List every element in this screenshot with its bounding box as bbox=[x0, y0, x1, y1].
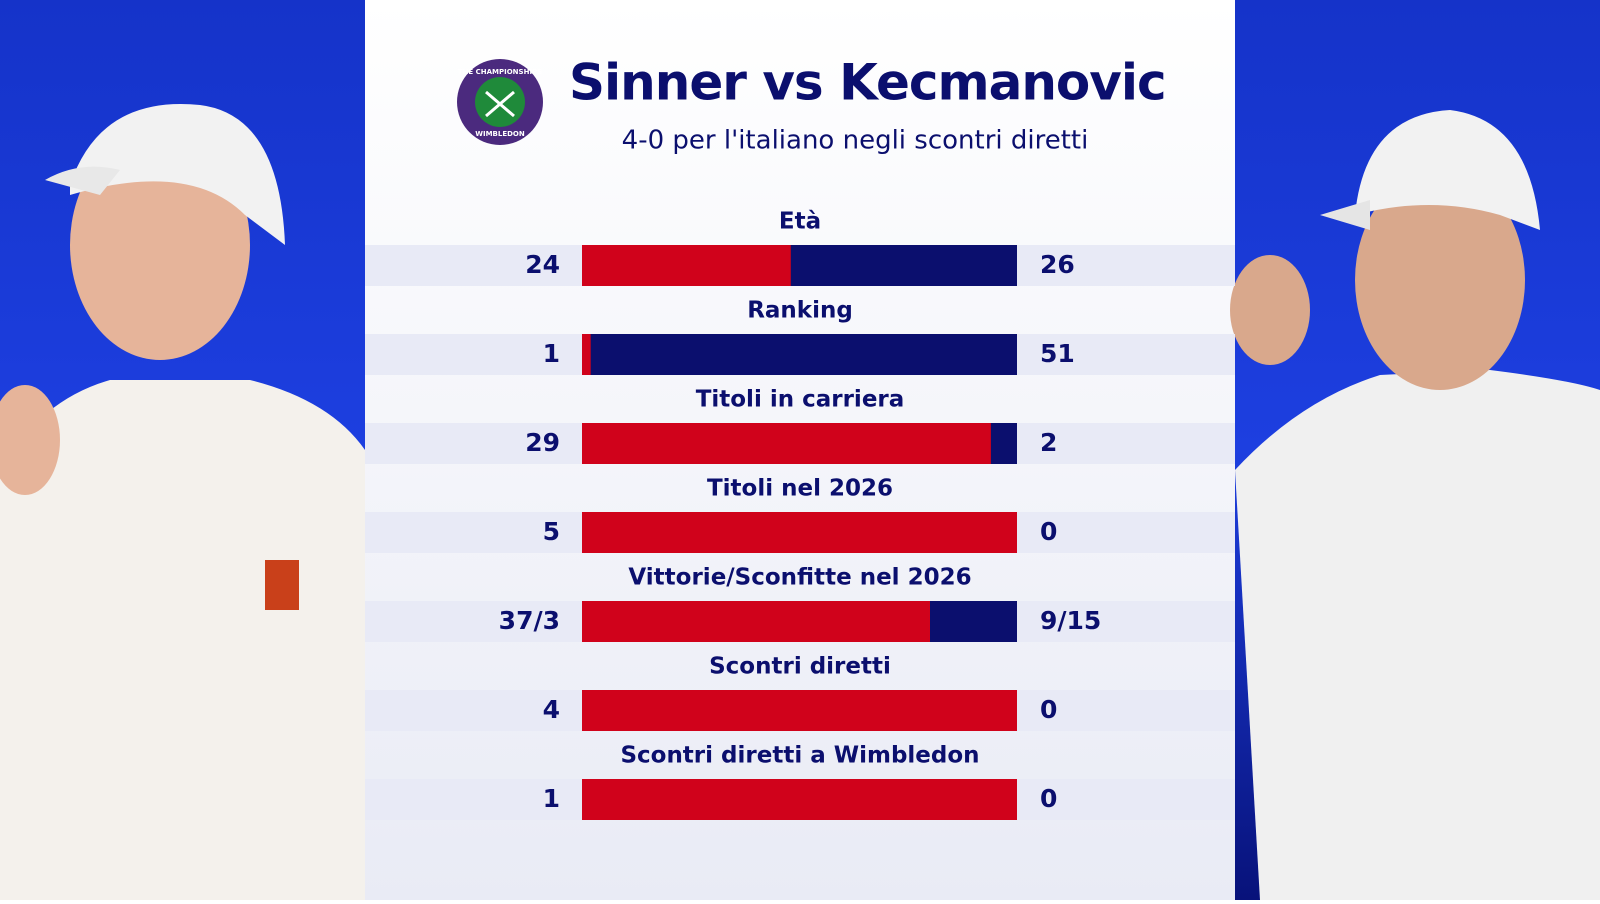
left-value: 29 bbox=[525, 428, 560, 457]
left-player bbox=[0, 104, 365, 900]
right-value: 0 bbox=[1040, 517, 1057, 546]
right-value: 51 bbox=[1040, 339, 1075, 368]
bar-left bbox=[582, 690, 1017, 731]
right-value: 0 bbox=[1040, 695, 1057, 724]
bar-left bbox=[582, 601, 930, 642]
title: Sinner vs Kecmanovic bbox=[569, 54, 1166, 112]
wimbledon-logo: THE CHAMPIONSHIPS WIMBLEDON bbox=[457, 59, 543, 145]
bar-left bbox=[582, 334, 591, 375]
row-label: Età bbox=[779, 209, 821, 235]
right-value: 0 bbox=[1040, 784, 1057, 813]
logo-bottom-text: WIMBLEDON bbox=[475, 130, 525, 138]
right-value: 9/15 bbox=[1040, 606, 1101, 635]
bar-left bbox=[582, 423, 991, 464]
left-value: 1 bbox=[543, 784, 560, 813]
left-value: 4 bbox=[543, 695, 560, 724]
logo-top-text: THE CHAMPIONSHIPS bbox=[458, 68, 542, 76]
bar-left bbox=[582, 512, 1017, 553]
right-player bbox=[1230, 110, 1600, 900]
bar-left bbox=[582, 779, 1017, 820]
left-value: 5 bbox=[543, 517, 560, 546]
row-label: Titoli nel 2026 bbox=[707, 476, 893, 502]
row-label: Titoli in carriera bbox=[696, 387, 905, 413]
left-value: 37/3 bbox=[499, 606, 560, 635]
bar-right bbox=[582, 334, 1017, 375]
subtitle: 4-0 per l'italiano negli scontri diretti bbox=[622, 126, 1089, 156]
row-label: Ranking bbox=[747, 298, 853, 324]
row-label: Vittorie/Sconfitte nel 2026 bbox=[628, 565, 971, 591]
row-label: Scontri diretti a Wimbledon bbox=[620, 743, 979, 769]
bar-left bbox=[582, 245, 791, 286]
right-value: 2 bbox=[1040, 428, 1057, 457]
row-label: Scontri diretti bbox=[709, 654, 891, 680]
left-value: 24 bbox=[525, 250, 560, 279]
left-value: 1 bbox=[543, 339, 560, 368]
right-value: 26 bbox=[1040, 250, 1075, 279]
